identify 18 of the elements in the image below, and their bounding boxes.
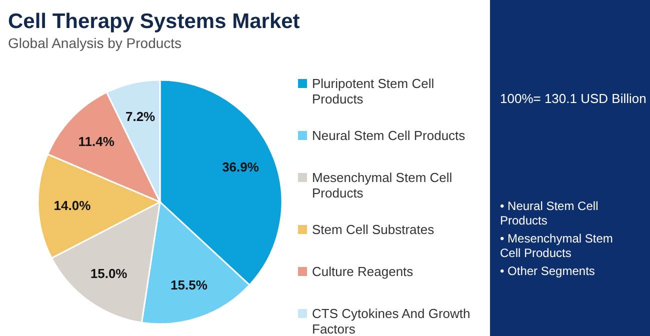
- legend-label: Culture Reagents: [312, 264, 414, 279]
- data-label: 7.2%: [125, 108, 156, 124]
- text: • Other Segments: [500, 264, 595, 278]
- chart-subtitle: Global Analysis by Products: [8, 35, 182, 51]
- text: • Neural Stem Cell Products: [500, 199, 598, 228]
- data-label: 14.0%: [54, 198, 92, 213]
- legend-label: CTS Cytokines And Growth Factors: [312, 306, 470, 336]
- legend-label: Neural Stem Cell Products: [312, 128, 466, 143]
- data-label: 36.9%: [222, 159, 260, 174]
- legend-label: Mesenchymal Stem Cell Products: [312, 170, 452, 201]
- legend-label: Stem Cell Substrates: [312, 222, 435, 237]
- legend-label: Pluripotent Stem Cell Products: [312, 76, 434, 107]
- data-label: 15.5%: [170, 277, 208, 292]
- chart-title: Cell Therapy Systems Market: [8, 10, 300, 33]
- data-label: 15.0%: [90, 266, 128, 281]
- text: 100%= 130.1 USD Billion: [500, 91, 646, 106]
- text: • Mesenchymal Stem Cell Products: [500, 231, 613, 260]
- data-label: 11.4%: [78, 134, 115, 150]
